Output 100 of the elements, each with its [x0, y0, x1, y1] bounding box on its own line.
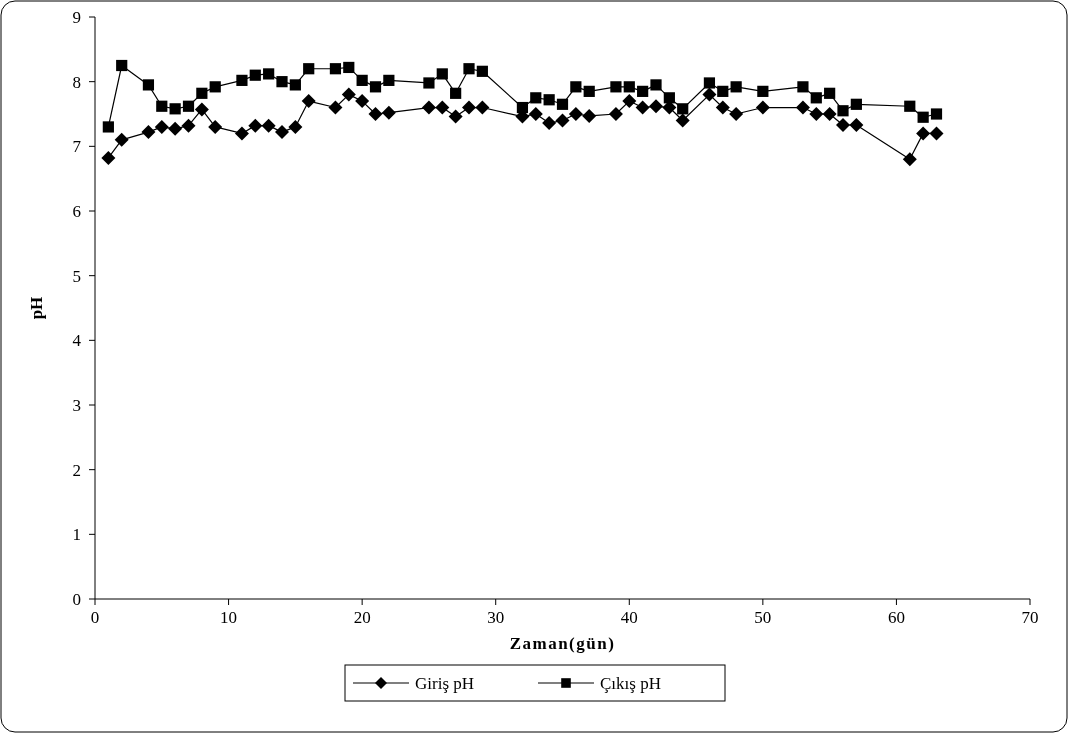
point [289, 79, 301, 91]
y-tick-label: 2 [72, 460, 81, 480]
point [329, 63, 342, 75]
point [168, 121, 183, 136]
point [116, 59, 128, 72]
x-tick-label: 40 [620, 608, 638, 627]
point [715, 100, 730, 115]
point [797, 81, 809, 93]
point [610, 81, 622, 93]
point [275, 125, 289, 140]
point [181, 118, 196, 133]
point [194, 102, 209, 117]
point [436, 68, 448, 80]
point [249, 69, 261, 81]
point [650, 79, 662, 91]
point [582, 108, 597, 123]
point [448, 109, 463, 124]
point [209, 81, 221, 93]
point [141, 125, 156, 140]
point [421, 100, 436, 115]
point [635, 100, 650, 115]
point [154, 119, 169, 134]
x-tick-label: 30 [487, 608, 505, 627]
point [929, 126, 944, 141]
point [836, 117, 850, 132]
point [623, 81, 635, 93]
point [902, 152, 917, 167]
point [101, 150, 116, 165]
point [476, 65, 488, 77]
point [663, 92, 675, 104]
point [301, 94, 316, 109]
point [276, 76, 288, 88]
x-tick-label: 10 [220, 608, 238, 627]
legend-label: Çıkış pH [600, 674, 661, 693]
point [542, 116, 557, 131]
point [463, 63, 475, 75]
point [930, 108, 943, 120]
point [182, 100, 195, 112]
y-tick-label: 5 [72, 266, 81, 286]
point [102, 121, 114, 133]
point [824, 87, 836, 99]
point [916, 126, 931, 141]
point [435, 100, 450, 115]
point [169, 103, 181, 115]
point [555, 113, 570, 128]
point [516, 101, 529, 114]
point [795, 100, 810, 115]
point [288, 119, 303, 134]
point [368, 107, 383, 121]
point [809, 107, 824, 121]
point [114, 132, 129, 147]
point [904, 100, 916, 112]
point [208, 119, 223, 134]
point [196, 87, 208, 99]
point [369, 81, 382, 93]
point [850, 98, 862, 110]
point [837, 105, 849, 117]
point [822, 107, 837, 121]
point [917, 111, 929, 123]
y-axis-title: pH [27, 296, 46, 320]
y-tick-label: 8 [72, 72, 81, 92]
point [755, 100, 770, 115]
point [637, 85, 649, 97]
point [303, 63, 315, 75]
point [156, 100, 168, 112]
point [717, 85, 729, 97]
point [261, 118, 276, 133]
point [236, 74, 248, 86]
point [729, 107, 744, 121]
point [423, 77, 435, 89]
point [343, 61, 355, 74]
point [462, 100, 476, 115]
point [677, 103, 689, 115]
point [356, 74, 368, 86]
y-tick-label: 9 [72, 8, 81, 27]
point [622, 94, 637, 109]
x-tick-label: 60 [887, 608, 905, 627]
point [675, 113, 690, 128]
point [649, 99, 663, 114]
point [568, 107, 583, 121]
point [234, 126, 249, 141]
x-axis-title: Zaman(gün) [509, 634, 616, 653]
y-tick-label: 3 [72, 396, 81, 415]
point [757, 85, 769, 97]
point [475, 100, 490, 115]
point [355, 94, 370, 109]
point [341, 87, 356, 102]
y-tick-label: 1 [72, 525, 81, 545]
x-tick-label: 70 [1021, 608, 1039, 627]
y-tick-label: 7 [72, 137, 82, 157]
point [570, 81, 582, 93]
point [556, 98, 569, 110]
point [730, 81, 742, 93]
y-tick-label: 4 [72, 331, 82, 351]
point [543, 94, 555, 106]
point [142, 79, 155, 91]
x-tick-label: 50 [754, 608, 772, 627]
point [248, 118, 263, 133]
point [450, 87, 462, 99]
legend-label: Giriş pH [415, 674, 475, 693]
